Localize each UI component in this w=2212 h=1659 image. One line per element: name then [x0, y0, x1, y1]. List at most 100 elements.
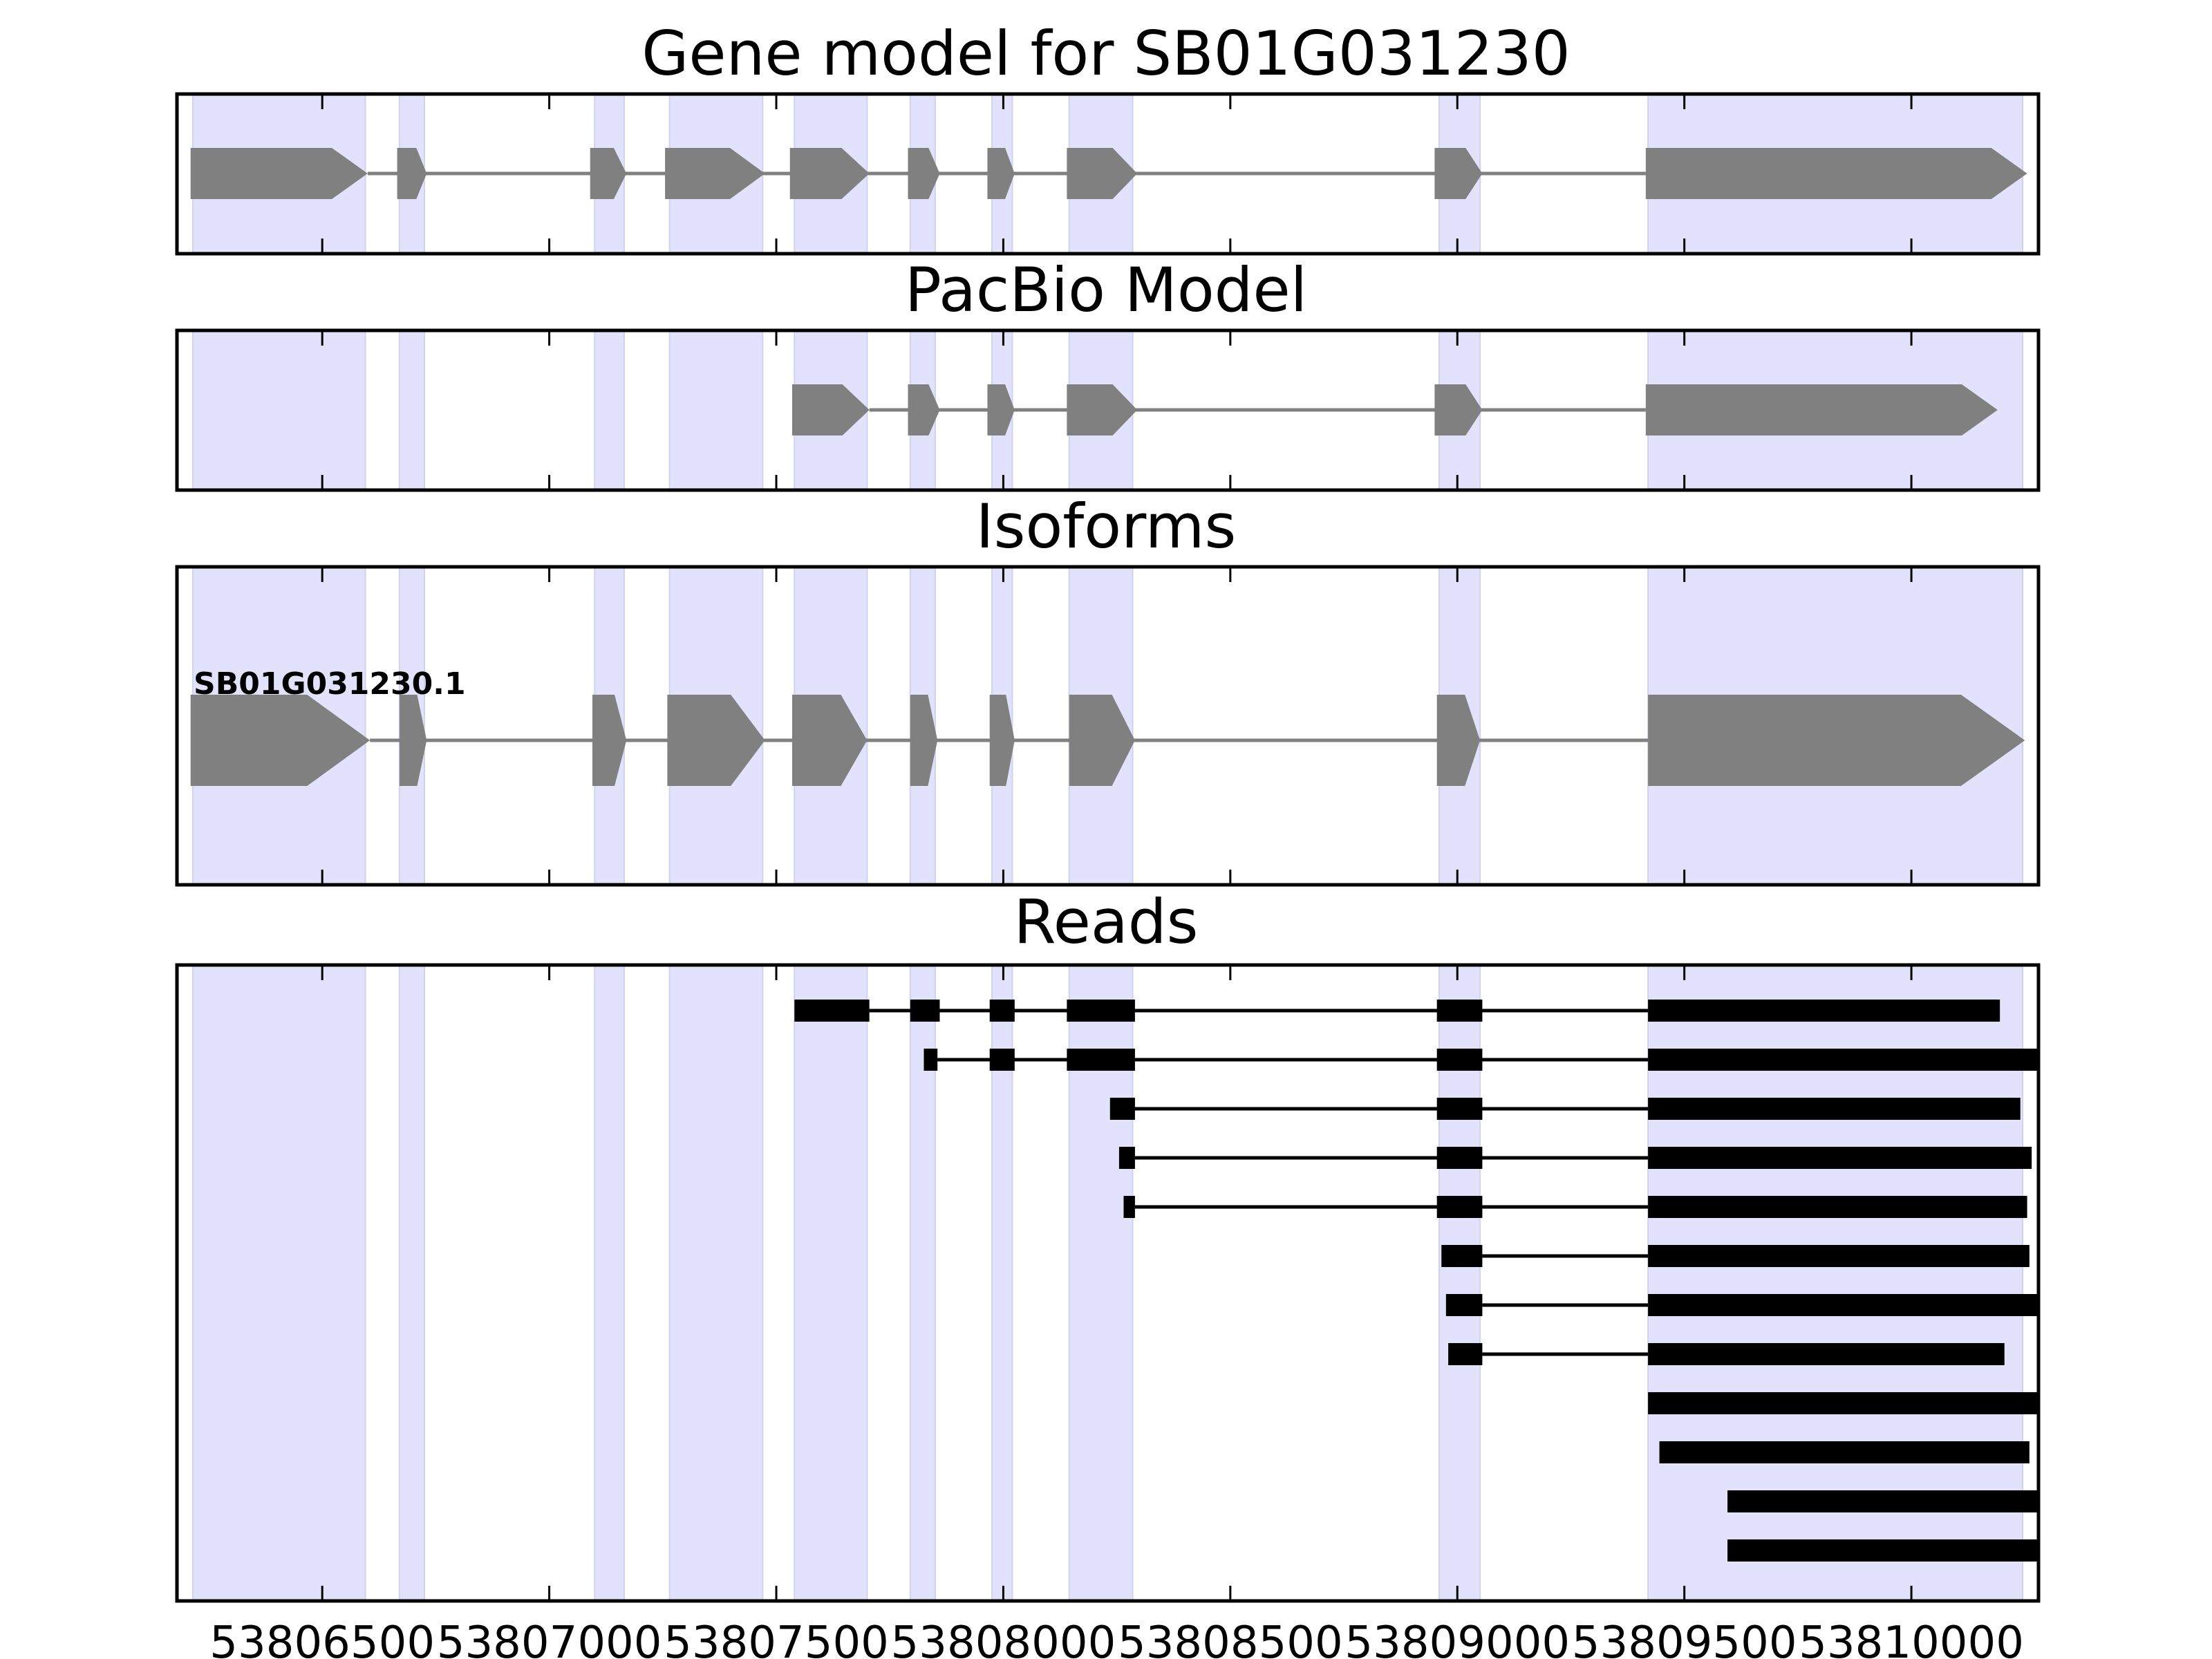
- read-5-block-1: [1123, 1196, 1135, 1218]
- read-7-block-1: [1445, 1294, 1483, 1316]
- pacbio-model-exon-3: [987, 384, 1015, 435]
- gene-model-exon-8: [1067, 148, 1138, 199]
- x-tick-label-5: 53808500: [1118, 1618, 1343, 1659]
- isoform-1-exon-6: [910, 695, 938, 786]
- exon-highlight-2: [398, 964, 425, 1602]
- gene-model-exon-4: [665, 148, 765, 199]
- read-2-block-4: [1436, 1049, 1483, 1071]
- gene-model-exon-5: [789, 148, 870, 199]
- pacbio-model-exon-4: [1067, 384, 1138, 435]
- exon-highlight-7: [991, 964, 1013, 1602]
- pacbio-model-frame: [175, 328, 2041, 492]
- read-1-block-3: [989, 1000, 1015, 1022]
- isoform-1-exon-5: [792, 695, 868, 786]
- isoform-label: SB01G031230.1: [194, 666, 466, 702]
- read-3-block-2: [1436, 1098, 1483, 1120]
- pacbio-model-features: [792, 384, 1998, 435]
- x-axis-labels: 53806500 53807000 53807500 53808000 53808500…: [209, 1618, 2024, 1659]
- gene-model-exon-9: [1434, 148, 1483, 199]
- exon-highlight-2: [398, 330, 425, 491]
- read-1-block-4: [1067, 1000, 1135, 1022]
- reads-features: [794, 1000, 2038, 1562]
- read-5-block-2: [1436, 1196, 1483, 1218]
- reads-panel: Reads: [175, 886, 2041, 1603]
- x-tick-label-8: 53810000: [1799, 1618, 2024, 1659]
- read-5-block-3: [1648, 1196, 2027, 1218]
- isoforms-panel: Isoforms SB01G031230.1: [175, 491, 2041, 887]
- isoform-1-exon-10: [1648, 695, 2025, 786]
- read-8-block-1: [1448, 1343, 1483, 1365]
- gene-model-exon-10: [1645, 148, 2027, 199]
- gene-model-exon-1: [190, 148, 368, 199]
- pacbio-model-ticks: [321, 330, 1913, 490]
- reads-frame: [175, 963, 2041, 1603]
- exon-highlight-4: [668, 964, 764, 1602]
- read-6-block-2: [1648, 1245, 2030, 1267]
- gene-model-title: Gene model for SB01G031230: [641, 18, 1571, 89]
- gene-model-panel: Gene model for SB01G031230: [175, 18, 2041, 256]
- exon-highlight-4: [668, 330, 764, 491]
- read-1-block-6: [1648, 1000, 2000, 1022]
- read-1-block-5: [1436, 1000, 1483, 1022]
- x-tick-label-6: 53809000: [1344, 1618, 1570, 1659]
- isoform-1-exon-9: [1436, 695, 1481, 786]
- x-tick-label-2: 53807000: [437, 1618, 662, 1659]
- isoforms-features: [190, 695, 2025, 786]
- isoforms-ticks: [321, 567, 1913, 885]
- gene-model-frame: [175, 92, 2041, 256]
- read-2-block-1: [924, 1049, 938, 1071]
- read-2-block-2: [989, 1049, 1015, 1071]
- gene-model-exon-2: [397, 148, 427, 199]
- reads-title: Reads: [1014, 886, 1199, 957]
- exon-highlight-5: [794, 964, 868, 1602]
- reads-highlights: [191, 964, 2024, 1602]
- read-3-block-3: [1648, 1098, 2021, 1120]
- x-tick-label-4: 53808000: [891, 1618, 1116, 1659]
- exon-highlight-3: [594, 964, 625, 1602]
- pacbio-model-exon-2: [908, 384, 940, 435]
- x-tick-label-7: 53809500: [1572, 1618, 1797, 1659]
- read-3-block-1: [1109, 1098, 1135, 1120]
- isoforms-title: Isoforms: [976, 491, 1237, 562]
- isoform-1-exon-1: [190, 695, 371, 786]
- read-2-block-5: [1648, 1049, 2038, 1071]
- reads-ticks: [321, 965, 1913, 1601]
- read-7-block-2: [1648, 1294, 2038, 1316]
- gene-model-ticks: [321, 94, 1913, 254]
- read-8-block-2: [1648, 1343, 2005, 1365]
- exon-highlight-3: [594, 330, 625, 491]
- isoforms-frame: [175, 565, 2041, 887]
- isoform-1-exon-2: [399, 695, 427, 786]
- isoform-1-exon-4: [667, 695, 765, 786]
- read-2-block-3: [1067, 1049, 1135, 1071]
- read-10-block-1: [1659, 1441, 2030, 1463]
- exon-highlight-9: [1438, 964, 1481, 1602]
- pacbio-model-exon-5: [1434, 384, 1483, 435]
- x-tick-label-3: 53807500: [664, 1618, 889, 1659]
- read-1-block-2: [910, 1000, 940, 1022]
- isoform-1-exon-8: [1069, 695, 1135, 786]
- read-4-block-1: [1118, 1147, 1135, 1169]
- pacbio-model-exon-1: [792, 384, 870, 435]
- exon-highlight-1: [191, 964, 366, 1602]
- read-4-block-3: [1648, 1147, 2032, 1169]
- read-6-block-1: [1441, 1245, 1483, 1267]
- read-9-block-1: [1648, 1392, 2038, 1414]
- exon-highlight-1: [191, 330, 366, 491]
- read-11-block-1: [1727, 1490, 2038, 1512]
- gene-model-exon-6: [908, 148, 940, 199]
- isoform-1-exon-7: [989, 695, 1015, 786]
- exon-highlight-6: [909, 964, 936, 1602]
- pacbio-model-panel: PacBio Model: [175, 254, 2041, 492]
- gene-model-features: [190, 148, 2027, 199]
- pacbio-model-title: PacBio Model: [905, 254, 1307, 326]
- gene-model-exon-7: [987, 148, 1015, 199]
- read-1-block-1: [794, 1000, 870, 1022]
- isoform-1-exon-3: [592, 695, 627, 786]
- gene-model-exon-3: [590, 148, 627, 199]
- pacbio-model-exon-6: [1645, 384, 1998, 435]
- read-12-block-1: [1727, 1539, 2038, 1562]
- x-tick-label-1: 53806500: [209, 1618, 435, 1659]
- read-4-block-2: [1436, 1147, 1483, 1169]
